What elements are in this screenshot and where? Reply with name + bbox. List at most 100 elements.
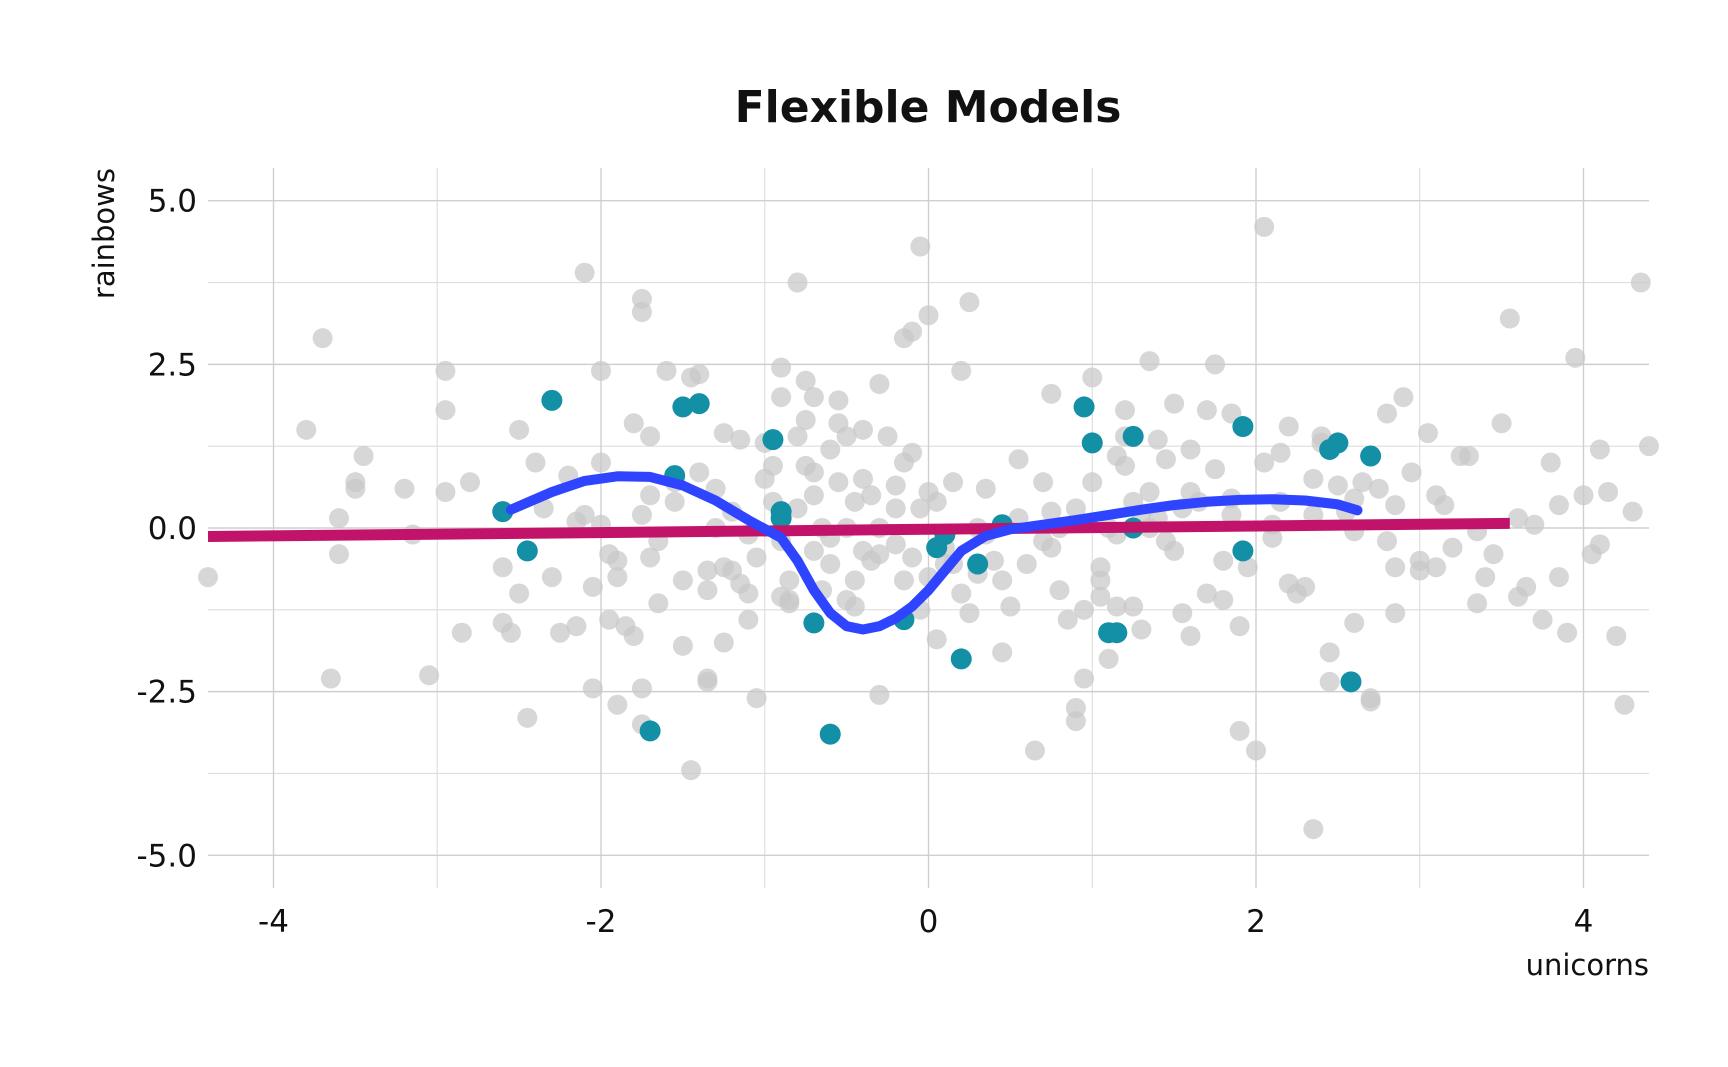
background-point — [803, 387, 824, 408]
background-point — [1196, 583, 1217, 604]
background-point — [451, 622, 472, 643]
background-point — [1254, 452, 1275, 473]
y-tick-label: -2.5 — [137, 675, 198, 711]
highlight-point — [1360, 445, 1382, 467]
background-point — [1139, 351, 1160, 372]
background-point — [746, 688, 767, 709]
background-point — [648, 593, 669, 614]
x-tick-label: 2 — [1246, 904, 1266, 940]
y-tick-label: 2.5 — [148, 347, 197, 383]
background-point — [492, 557, 513, 578]
background-point — [550, 622, 571, 643]
background-point — [910, 498, 931, 519]
highlight-point — [1106, 622, 1128, 644]
background-point — [1098, 648, 1119, 669]
background-point — [1180, 626, 1201, 646]
background-point — [672, 570, 693, 591]
background-point — [1614, 694, 1635, 715]
background-point — [1057, 609, 1078, 630]
y-tick-label: -5.0 — [137, 838, 198, 874]
background-point — [1352, 472, 1373, 493]
background-point — [591, 452, 611, 473]
background-point — [1639, 436, 1659, 457]
background-point — [1041, 501, 1062, 522]
background-point — [460, 472, 480, 493]
background-point — [992, 570, 1013, 591]
background-point — [509, 419, 530, 440]
background-point — [1016, 554, 1037, 574]
background-point — [1180, 482, 1201, 502]
grid — [208, 168, 1649, 888]
background-point — [353, 446, 374, 466]
background-point — [1442, 537, 1463, 558]
background-point — [1074, 668, 1095, 689]
background-point — [517, 707, 538, 728]
background-point — [1115, 400, 1135, 421]
background-point — [1483, 544, 1504, 565]
background-point — [926, 491, 947, 512]
background-point — [803, 462, 824, 483]
background-point — [1598, 482, 1619, 502]
highlight-point — [1232, 416, 1254, 438]
background-point — [918, 305, 939, 326]
background-point — [1589, 534, 1610, 555]
background-point — [1540, 452, 1561, 473]
background-point — [689, 364, 710, 385]
background-point — [975, 478, 996, 499]
background-point — [771, 387, 792, 408]
background-point — [640, 426, 661, 447]
highlight-point — [516, 540, 538, 562]
background-point — [1385, 557, 1406, 578]
background-point — [1164, 540, 1185, 561]
background-point — [435, 360, 456, 381]
background-point — [541, 567, 562, 588]
background-point — [902, 547, 923, 568]
background-point — [779, 570, 800, 591]
background-point — [1229, 616, 1250, 637]
background-point — [1573, 485, 1594, 506]
background-point — [1622, 501, 1643, 522]
background-point — [1516, 576, 1537, 597]
background-point — [623, 413, 644, 434]
background-point — [664, 491, 685, 512]
background-point — [312, 328, 333, 349]
background-point — [607, 567, 628, 588]
background-point — [672, 635, 693, 656]
background-point — [820, 439, 841, 460]
background-point — [599, 609, 620, 630]
highlight-point — [688, 393, 710, 415]
background-point — [1467, 593, 1488, 614]
background-point — [1082, 367, 1103, 388]
highlight-point — [762, 429, 784, 451]
background-point — [844, 596, 865, 617]
background-point — [959, 603, 980, 624]
background-point — [803, 540, 824, 561]
background-point — [1106, 596, 1127, 617]
highlight-points — [492, 389, 1382, 745]
background-point — [885, 475, 906, 496]
background-point — [591, 360, 611, 381]
background-point — [1557, 622, 1578, 643]
background-point — [803, 485, 824, 506]
background-point — [689, 462, 710, 483]
background-point — [738, 583, 759, 604]
background-point — [1295, 576, 1316, 597]
background-point — [640, 547, 661, 568]
background-point — [1131, 619, 1152, 640]
background-point — [509, 583, 530, 604]
background-point — [1532, 609, 1553, 630]
background-point — [951, 360, 972, 381]
background-point — [1033, 472, 1054, 493]
background-point — [1205, 354, 1226, 375]
background-point — [787, 426, 808, 447]
background-point — [697, 671, 718, 692]
background-point — [795, 410, 816, 430]
background-point — [582, 678, 603, 699]
background-point — [1393, 387, 1414, 408]
background-point — [861, 485, 882, 506]
background-point — [1254, 216, 1275, 237]
y-tick-label: 5.0 — [148, 184, 197, 220]
background-point — [1377, 531, 1397, 552]
background-point — [1262, 527, 1283, 548]
